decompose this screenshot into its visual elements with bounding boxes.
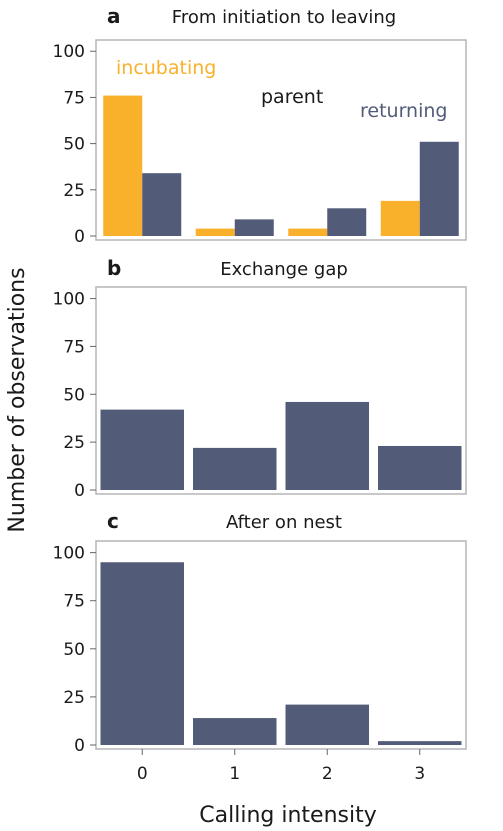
x-tick-label: 1 bbox=[229, 764, 240, 784]
y-tick-label: 25 bbox=[63, 433, 85, 453]
y-tick-label: 25 bbox=[63, 688, 85, 708]
panel-title: After on nest bbox=[226, 512, 342, 533]
panel-title: From initiation to leaving bbox=[172, 7, 396, 28]
y-tick-label: 0 bbox=[74, 736, 85, 756]
bar-incubating-3 bbox=[380, 200, 420, 236]
y-tick-label: 0 bbox=[74, 481, 85, 501]
bar-returning-2 bbox=[327, 208, 367, 236]
panel-b: b Exchange gap 0 25 50 75 100 bbox=[53, 256, 467, 501]
x-tick-label: 0 bbox=[137, 764, 148, 784]
bar-series-1 bbox=[193, 447, 277, 490]
panel-title: Exchange gap bbox=[220, 259, 348, 280]
bar-returning-0 bbox=[142, 173, 182, 236]
panel-letter: c bbox=[107, 509, 119, 533]
bar-series-1 bbox=[193, 718, 277, 745]
panel-letter: b bbox=[107, 256, 121, 280]
bar-returning-1 bbox=[234, 219, 274, 236]
bar-incubating-1 bbox=[195, 228, 235, 236]
bar-series-0 bbox=[100, 409, 184, 490]
y-tick-label: 50 bbox=[63, 640, 85, 660]
panel-frame bbox=[95, 540, 467, 750]
y-tick-label: 25 bbox=[63, 181, 85, 201]
y-tick-label: 75 bbox=[63, 337, 85, 357]
y-tick-label: 100 bbox=[53, 290, 85, 310]
y-tick-label: 100 bbox=[53, 544, 85, 564]
panel-c: c After on nest 0 25 50 75 100 0 1 2 3 bbox=[53, 509, 467, 784]
bar-series-3 bbox=[378, 741, 462, 745]
panels: a From initiation to leaving0255075100inc… bbox=[53, 4, 467, 784]
legend-title: parent bbox=[261, 86, 323, 108]
y-tick-label: 50 bbox=[63, 385, 85, 405]
x-axis-label: Calling intensity bbox=[199, 803, 376, 828]
y-tick-label: 75 bbox=[63, 88, 85, 108]
legend-returning: returning bbox=[360, 100, 447, 122]
y-tick-label: 75 bbox=[63, 592, 85, 612]
bar-series-3 bbox=[378, 445, 462, 490]
bar-incubating-0 bbox=[103, 95, 143, 236]
y-tick-label: 0 bbox=[74, 227, 85, 247]
bar-returning-3 bbox=[419, 141, 459, 236]
panel-frame bbox=[95, 39, 467, 241]
bar-series-0 bbox=[100, 562, 184, 745]
legend-incubating: incubating bbox=[116, 57, 216, 79]
panel-a: a From initiation to leaving 0 25 50 75 100 inc… bbox=[53, 4, 467, 247]
x-tick-label: 3 bbox=[414, 764, 425, 784]
bar-incubating-2 bbox=[288, 228, 328, 236]
bar-series-2 bbox=[285, 704, 369, 745]
y-tick-label: 100 bbox=[53, 42, 85, 62]
panel-frame bbox=[95, 286, 467, 495]
y-tick-label: 50 bbox=[63, 135, 85, 155]
bar-series-2 bbox=[285, 401, 369, 490]
y-axis-label: Number of observations bbox=[5, 267, 30, 532]
x-tick-label: 2 bbox=[322, 764, 333, 784]
panel-letter: a bbox=[107, 4, 121, 28]
